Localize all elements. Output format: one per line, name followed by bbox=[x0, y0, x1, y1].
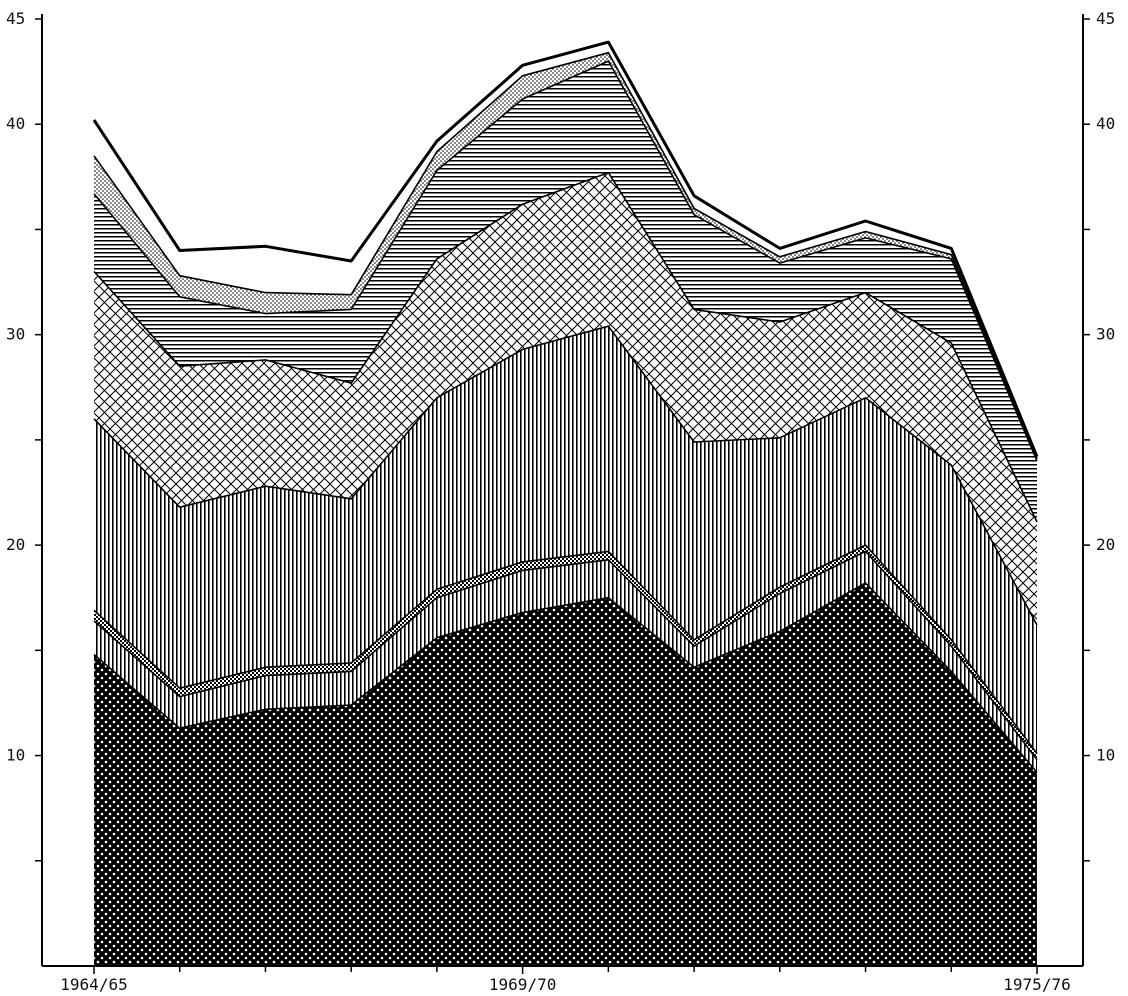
band-boundary-8 bbox=[92, 40, 1039, 458]
x-tick-label-5: 1969/70 bbox=[489, 975, 556, 994]
y-tick-label-right-20: 20 bbox=[1096, 535, 1115, 554]
area-bands bbox=[94, 42, 1037, 966]
area-band-4 bbox=[94, 326, 1037, 754]
y-tick-label-left-40: 40 bbox=[6, 114, 25, 133]
area-band-1 bbox=[94, 583, 1037, 966]
y-tick-label-right-10: 10 bbox=[1096, 746, 1115, 765]
band-boundary-2 bbox=[93, 550, 1038, 761]
y-tick-label-left-45: 45 bbox=[6, 9, 25, 28]
area-band-6 bbox=[94, 61, 1037, 522]
band-boundary-4 bbox=[93, 325, 1038, 626]
y-tick-label-left-10: 10 bbox=[6, 746, 25, 765]
x-tick-label-11: 1975/76 bbox=[1003, 975, 1070, 994]
band-boundary-6 bbox=[93, 60, 1038, 462]
y-tick-label-left-20: 20 bbox=[6, 535, 25, 554]
area-boundaries bbox=[92, 40, 1039, 773]
y-tick-label-right-30: 30 bbox=[1096, 325, 1115, 344]
band-boundary-5 bbox=[93, 171, 1038, 523]
x-tick-label-0: 1964/65 bbox=[60, 975, 127, 994]
band-boundary-1 bbox=[93, 582, 1038, 773]
area-band-2 bbox=[94, 551, 1037, 773]
y-tick-label-left-30: 30 bbox=[6, 325, 25, 344]
y-tick-label-right-45: 45 bbox=[1096, 9, 1115, 28]
band-boundary-3 bbox=[93, 544, 1038, 754]
axis-ticks: 10 10 20 20 30 30 40 40 45 45 1964/65 1969/70 1975/7… bbox=[6, 9, 1115, 994]
area-band-5 bbox=[94, 172, 1037, 626]
band-boundary-7 bbox=[93, 51, 1038, 460]
y-tick-label-right-40: 40 bbox=[1096, 114, 1115, 133]
